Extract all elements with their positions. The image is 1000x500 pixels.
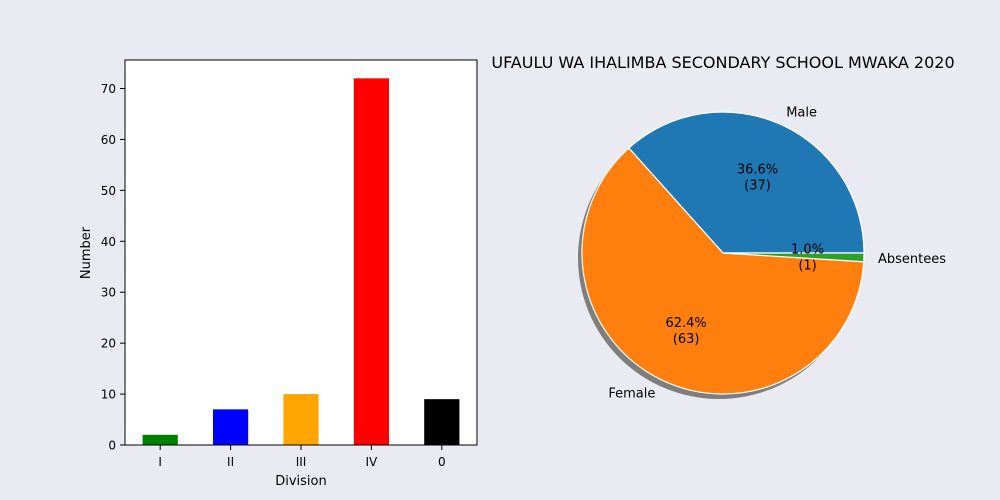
pie-slice — [722, 252, 865, 263]
x-axis-label: Division — [275, 474, 327, 489]
y-tick-label: 0 — [108, 439, 116, 453]
y-tick-label: 70 — [101, 82, 116, 96]
pie-slices — [581, 111, 865, 395]
pie-slice-label: Absentees — [878, 252, 946, 267]
pie-slice-count: (37) — [744, 179, 771, 194]
y-tick-label: 10 — [101, 388, 116, 402]
x-tick-label: IV — [366, 455, 379, 469]
y-tick-label: 30 — [101, 286, 116, 300]
pie-slice — [581, 147, 865, 395]
y-tick-label: 20 — [101, 337, 116, 351]
pie-slice-label: Female — [608, 387, 655, 402]
y-tick-label: 60 — [101, 133, 116, 147]
x-tick-label: III — [296, 455, 307, 469]
bar — [213, 409, 249, 445]
bar — [142, 434, 178, 445]
bar — [424, 399, 460, 445]
pie-slice — [628, 111, 865, 254]
y-axis-ticks: 0 10 20 30 40 50 60 70 — [101, 82, 125, 453]
x-tick-label: 0 — [438, 455, 446, 469]
x-tick-label: II — [227, 455, 234, 469]
pie-slice-count: (63) — [673, 332, 700, 347]
pie-title: UFAULU WA IHALIMBA SECONDARY SCHOOL MWAK… — [491, 53, 954, 72]
x-tick-label: I — [158, 455, 162, 469]
bar-series — [142, 78, 460, 445]
x-axis-ticks: I II III IV 0 — [158, 445, 446, 469]
pie-chart: UFAULU WA IHALIMBA SECONDARY SCHOOL MWAK… — [491, 53, 954, 402]
bar-plot-area — [125, 60, 477, 445]
pie-slice-percent: 62.4% — [665, 316, 706, 331]
pie-slice-label: Male — [786, 105, 817, 120]
pie-slice-percent: 1.0% — [791, 243, 824, 258]
y-tick-label: 40 — [101, 235, 116, 249]
pie-slice-percent: 36.6% — [737, 163, 778, 178]
y-axis-label: Number — [79, 226, 94, 279]
bar — [353, 78, 389, 445]
pie-labels: Male 36.6%(37) Female 62.4%(63) Absentees 1.0… — [608, 105, 946, 401]
bar-plot-frame — [124, 59, 478, 446]
pie-slice-count: (1) — [798, 259, 816, 274]
y-tick-label: 50 — [101, 184, 116, 198]
bar — [283, 394, 319, 445]
